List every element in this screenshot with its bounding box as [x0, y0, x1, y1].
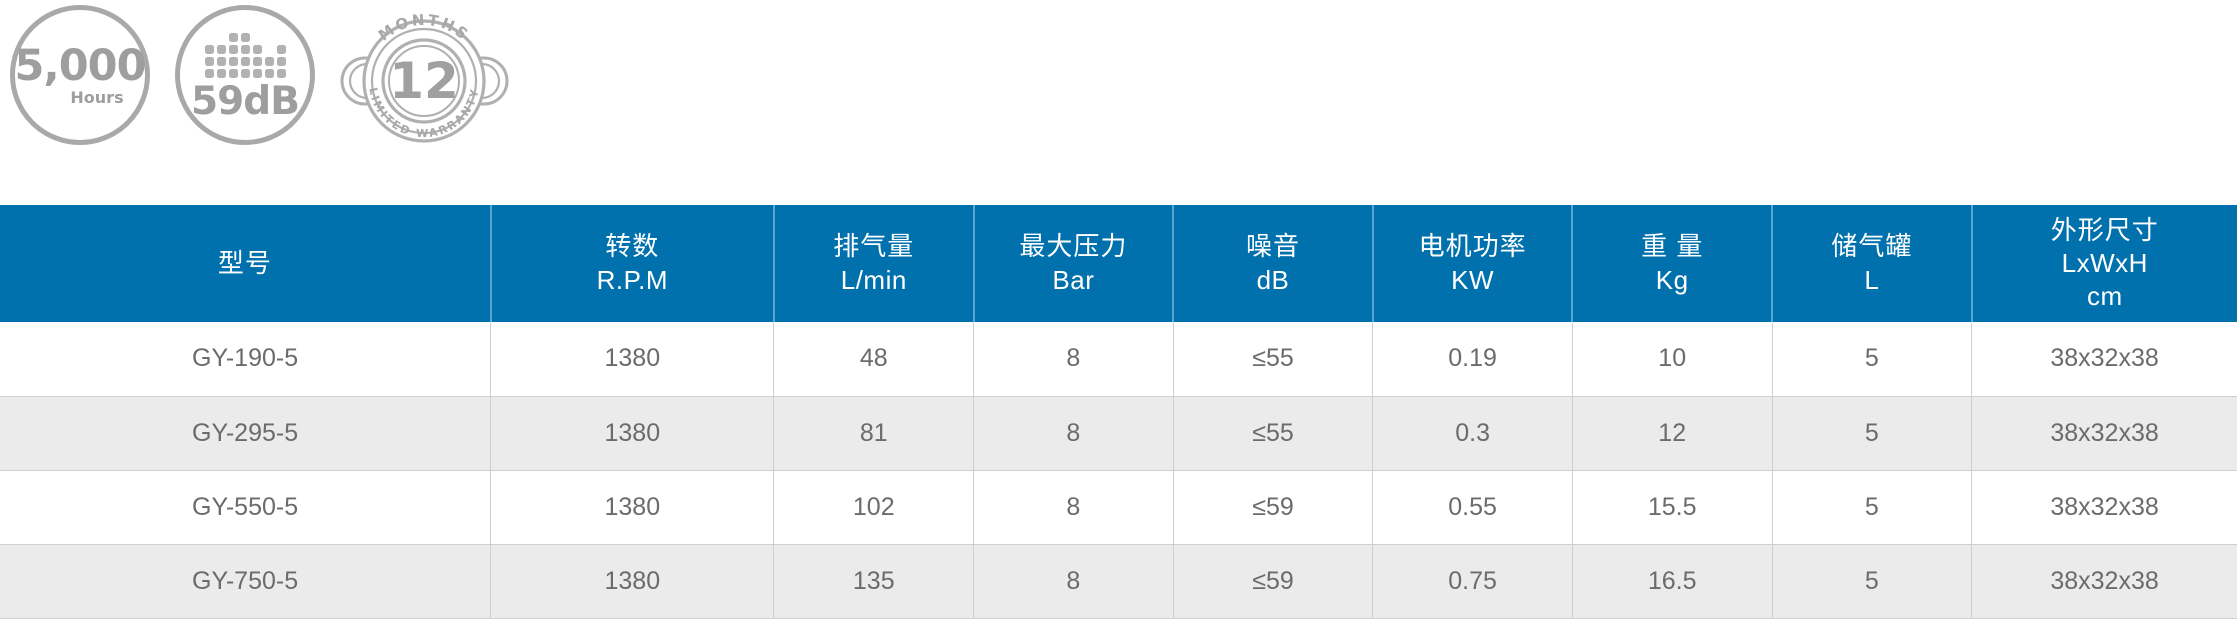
column-header-tank: 储气罐 L	[1772, 205, 1973, 322]
cell-dimensions: 38x32x38	[1971, 470, 2237, 545]
column-header-motor-power: 电机功率 KW	[1372, 205, 1574, 322]
table-header: 型号 转数 R.P.M 排气量 L/min 最大压力 Bar 噪音 dB 电机功…	[0, 205, 2237, 322]
cell-air-displacement: 81	[773, 396, 975, 471]
table-row: GY-750-5 1380 135 8 ≤59 0.75 16.5 5 38x3…	[0, 544, 2237, 619]
service-life-ring: 5,000 Hours	[10, 5, 150, 145]
cell-rpm: 1380	[490, 396, 775, 471]
cell-model: GY-295-5	[0, 396, 492, 471]
badge-warranty: MONTHS LIMITED WARRANTY 12	[337, 0, 512, 160]
cell-max-pressure: 8	[973, 322, 1174, 397]
column-header-air-displacement: 排气量 L/min	[773, 205, 975, 322]
column-header-model-cn: 型号	[217, 247, 272, 278]
column-header-weight-en: Kg	[1655, 264, 1689, 295]
badge-noise-level: 59dB	[150, 0, 315, 145]
table-body: GY-190-5 1380 48 8 ≤55 0.19 10 5 38x32x3…	[0, 322, 2237, 619]
column-header-max-pressure-en: Bar	[1052, 264, 1095, 295]
service-life-value: 5,000	[14, 40, 147, 91]
cell-air-displacement: 102	[773, 470, 975, 545]
cell-noise: ≤59	[1173, 470, 1374, 545]
column-header-max-pressure-cn: 最大压力	[1019, 231, 1128, 262]
cell-motor-power: 0.75	[1372, 544, 1573, 619]
column-header-weight-cn: 重 量	[1641, 231, 1704, 262]
column-header-air-displacement-en: L/min	[840, 264, 907, 295]
cell-tank: 5	[1772, 322, 1973, 397]
column-header-noise: 噪音 dB	[1173, 205, 1374, 322]
cell-motor-power: 0.55	[1372, 470, 1573, 545]
warranty-seal-icon: MONTHS LIMITED WARRANTY 12	[340, 11, 509, 143]
badge-service-life: 5,000 Hours	[0, 0, 150, 145]
cell-rpm: 1380	[490, 544, 775, 619]
noise-level-ring: 59dB	[175, 5, 315, 145]
cell-noise: ≤55	[1173, 396, 1374, 471]
cell-dimensions: 38x32x38	[1971, 396, 2237, 471]
cell-max-pressure: 8	[973, 470, 1174, 545]
cell-weight: 10	[1572, 322, 1773, 397]
column-header-tank-cn: 储气罐	[1831, 231, 1913, 262]
cell-noise: ≤55	[1173, 322, 1374, 397]
column-header-dimensions: 外形尺寸 LxWxH cm	[1972, 205, 2237, 322]
cell-weight: 15.5	[1572, 470, 1773, 545]
column-header-dimensions-en: LxWxH	[2061, 247, 2148, 278]
cell-air-displacement: 135	[773, 544, 975, 619]
cell-weight: 12	[1572, 396, 1773, 471]
table-row: GY-190-5 1380 48 8 ≤55 0.19 10 5 38x32x3…	[0, 322, 2237, 397]
cell-rpm: 1380	[490, 470, 775, 545]
column-header-max-pressure: 最大压力 Bar	[973, 205, 1175, 322]
column-header-motor-power-cn: 电机功率	[1418, 231, 1527, 262]
cell-tank: 5	[1772, 544, 1973, 619]
cell-model: GY-750-5	[0, 544, 492, 619]
cell-tank: 5	[1772, 396, 1973, 471]
table-row: GY-295-5 1380 81 8 ≤55 0.3 12 5 38x32x38	[0, 396, 2237, 471]
column-header-model: 型号	[0, 205, 492, 322]
column-header-motor-power-en: KW	[1451, 264, 1495, 295]
cell-dimensions: 38x32x38	[1971, 322, 2237, 397]
column-header-weight: 重 量 Kg	[1572, 205, 1774, 322]
column-header-rpm: 转数 R.P.M	[490, 205, 775, 322]
column-header-rpm-en: R.P.M	[596, 264, 668, 295]
column-header-dimensions-unit: cm	[2086, 281, 2123, 312]
cell-weight: 16.5	[1572, 544, 1773, 619]
column-header-dimensions-cn: 外形尺寸	[2050, 214, 2159, 245]
column-header-noise-cn: 噪音	[1245, 231, 1300, 262]
table-row: GY-550-5 1380 102 8 ≤59 0.55 15.5 5 38x3…	[0, 470, 2237, 545]
cell-max-pressure: 8	[973, 544, 1174, 619]
noise-level-value: 59dB	[191, 78, 300, 124]
cell-tank: 5	[1772, 470, 1973, 545]
cell-model: GY-550-5	[0, 470, 492, 545]
column-header-air-displacement-cn: 排气量	[833, 231, 915, 262]
cell-max-pressure: 8	[973, 396, 1174, 471]
specifications-table: 型号 转数 R.P.M 排气量 L/min 最大压力 Bar 噪音 dB 电机功…	[0, 205, 2237, 619]
equalizer-bars-icon	[204, 30, 286, 78]
column-header-noise-en: dB	[1256, 264, 1290, 295]
service-life-unit: Hours	[70, 87, 124, 107]
cell-rpm: 1380	[490, 322, 775, 397]
badge-strip: 5,000 Hours 59dB	[0, 0, 512, 180]
cell-air-displacement: 48	[773, 322, 975, 397]
column-header-tank-en: L	[1864, 264, 1880, 295]
cell-motor-power: 0.19	[1372, 322, 1573, 397]
table-header-row: 型号 转数 R.P.M 排气量 L/min 最大压力 Bar 噪音 dB 电机功…	[0, 205, 2237, 322]
warranty-months-value: 12	[389, 52, 459, 110]
cell-dimensions: 38x32x38	[1971, 544, 2237, 619]
column-header-rpm-cn: 转数	[605, 231, 660, 262]
cell-noise: ≤59	[1173, 544, 1374, 619]
cell-model: GY-190-5	[0, 322, 492, 397]
cell-motor-power: 0.3	[1372, 396, 1573, 471]
